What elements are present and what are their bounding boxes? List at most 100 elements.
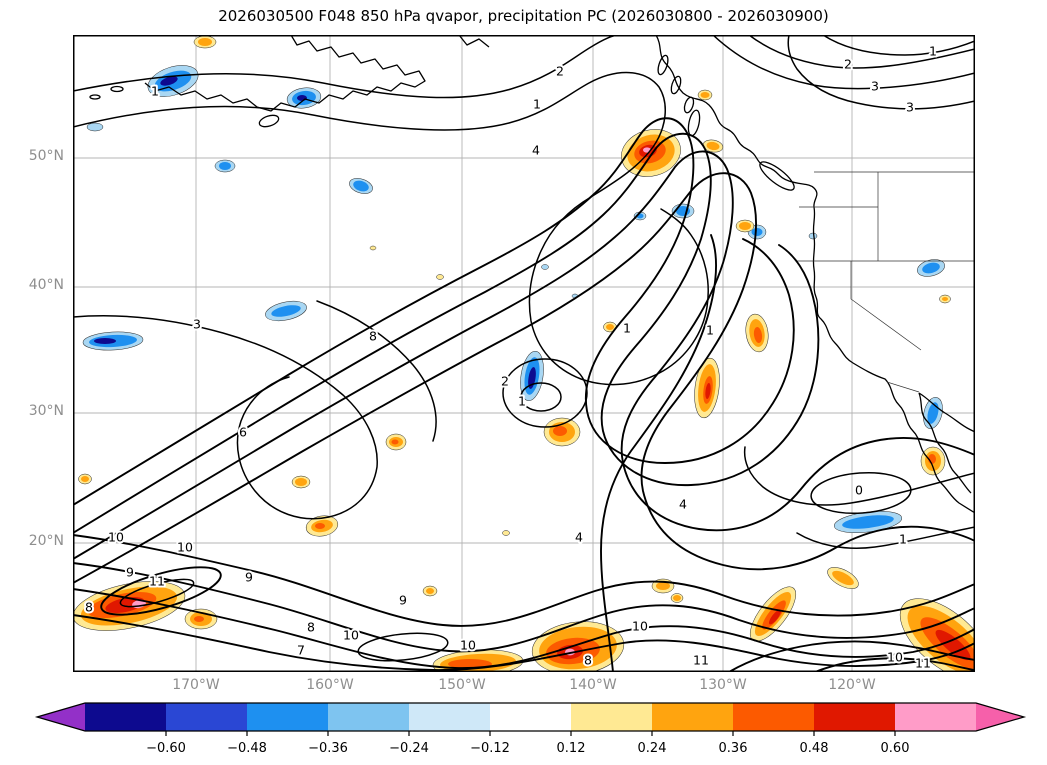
colorbar-tick-label: −0.12 bbox=[470, 741, 510, 756]
positive-anomaly-blob bbox=[827, 567, 859, 589]
contour-line bbox=[73, 614, 975, 671]
contour-line bbox=[73, 534, 975, 627]
contour-label: 1 bbox=[518, 394, 526, 409]
sonora-coast bbox=[918, 392, 975, 433]
contour-label: 10 bbox=[343, 628, 359, 643]
contour-line bbox=[73, 35, 620, 99]
positive-anomaly-speck bbox=[369, 245, 510, 536]
colorbar-segment bbox=[247, 703, 328, 731]
contour-line bbox=[748, 35, 975, 69]
colorbar-segment bbox=[85, 703, 166, 731]
negative-anomaly-blob bbox=[917, 259, 945, 277]
positive-anomaly-blob bbox=[385, 433, 407, 451]
colorbar-segment bbox=[733, 703, 814, 731]
positive-anomaly-blob bbox=[291, 475, 311, 489]
contour-loop bbox=[502, 358, 588, 428]
colorbar-tick-label: 0.48 bbox=[800, 741, 829, 756]
contour-label: 10 bbox=[177, 540, 193, 555]
colorbar-tick-label: 0.24 bbox=[638, 741, 667, 756]
contour-label: 4 bbox=[679, 497, 687, 512]
colorbar-tick-label: −0.60 bbox=[146, 741, 186, 756]
positive-anomaly-blob bbox=[305, 515, 339, 537]
contour-label: 1 bbox=[899, 532, 907, 547]
contour-label: 2 bbox=[556, 64, 564, 79]
panhandle-island bbox=[657, 54, 669, 76]
colorbar-segment bbox=[490, 703, 571, 731]
contour-label: 1 bbox=[929, 44, 937, 59]
contour-label: 1 bbox=[151, 84, 159, 99]
lon-tick-label: 120°W bbox=[828, 677, 876, 693]
contour-label: 6 bbox=[239, 425, 247, 440]
lon-tick-label: 170°W bbox=[172, 677, 220, 693]
contour-label: 11 bbox=[915, 656, 931, 671]
negative-anomaly-blob bbox=[633, 211, 647, 221]
colorbar-segment bbox=[895, 703, 976, 731]
contour-label: 1 bbox=[533, 97, 541, 112]
colorbar-segment bbox=[409, 703, 490, 731]
colorbar-segment bbox=[571, 703, 652, 731]
kodiak-island bbox=[258, 114, 280, 128]
contour-line bbox=[73, 315, 378, 520]
aleutian-island bbox=[110, 85, 124, 93]
colorbar: −0.60 −0.48 −0.36 −0.24 −0.12 0.12 0.24 0.36 0.4… bbox=[34, 702, 1027, 756]
positive-anomaly-blob bbox=[735, 219, 755, 233]
lon-tick-label: 140°W bbox=[569, 677, 617, 693]
negative-anomaly-blob bbox=[833, 510, 903, 534]
contour-label: 2 bbox=[844, 57, 852, 72]
contour-line bbox=[316, 300, 437, 442]
us-mexico-border bbox=[886, 381, 920, 393]
positive-anomaly-blob bbox=[543, 417, 581, 447]
lon-tick-label: 160°W bbox=[306, 677, 354, 693]
colorbar-tick-label: 0.60 bbox=[881, 741, 910, 756]
positive-anomaly-blob bbox=[697, 89, 713, 101]
alaska-coast bbox=[144, 35, 426, 112]
contour-loop bbox=[520, 382, 562, 412]
colorbar-tick-label: 0.36 bbox=[719, 741, 748, 756]
contour-label: 11 bbox=[149, 574, 165, 589]
contour-label: 1 bbox=[706, 323, 714, 338]
contour-loop bbox=[100, 566, 222, 616]
colorbar-segment bbox=[652, 703, 733, 731]
contour-line bbox=[600, 234, 717, 672]
contour-line bbox=[787, 35, 975, 110]
lat-tick-label: 20°N bbox=[28, 533, 64, 549]
panhandle-island bbox=[683, 96, 695, 114]
contour-label: 10 bbox=[632, 619, 648, 634]
lon-tick-label: 150°W bbox=[438, 677, 486, 693]
contour-label: 8 bbox=[85, 600, 93, 615]
negative-anomaly-speck bbox=[86, 122, 818, 299]
contour-label: 7 bbox=[297, 643, 305, 658]
contour-line bbox=[73, 562, 975, 653]
colorbar-tick-label: −0.36 bbox=[308, 741, 348, 756]
colorbar-segment bbox=[166, 703, 247, 731]
contour-label: 8 bbox=[369, 329, 377, 344]
vancouver-island bbox=[759, 161, 795, 191]
positive-anomaly-blob bbox=[939, 294, 951, 304]
panhandle-island bbox=[670, 75, 682, 95]
contour-loop bbox=[119, 578, 195, 608]
lat-tick-label: 50°N bbox=[28, 148, 64, 164]
negative-anomaly-blob bbox=[349, 178, 373, 194]
contour-label: 4 bbox=[575, 530, 583, 545]
aleutian-island bbox=[89, 94, 101, 100]
contour-label: 4 bbox=[532, 143, 540, 158]
map-frame bbox=[73, 35, 975, 672]
contour-label: 9 bbox=[126, 565, 134, 580]
contour-line bbox=[743, 446, 975, 506]
contour-label: 0 bbox=[855, 483, 863, 498]
positive-anomaly-blob bbox=[193, 35, 217, 49]
contour-label: 1 bbox=[623, 321, 631, 336]
lat-tick-label: 30°N bbox=[28, 403, 64, 419]
positive-anomaly-blob bbox=[603, 321, 617, 333]
contour-line bbox=[73, 132, 820, 534]
contour-label: 9 bbox=[399, 593, 407, 608]
coastlines bbox=[89, 35, 975, 514]
contour-line bbox=[73, 150, 975, 560]
colorbar-tick-label: 0.12 bbox=[557, 741, 586, 756]
colorbar-right-arrow bbox=[976, 703, 1024, 731]
negative-anomaly-blob bbox=[265, 300, 307, 322]
colorbar-segment bbox=[814, 703, 895, 731]
